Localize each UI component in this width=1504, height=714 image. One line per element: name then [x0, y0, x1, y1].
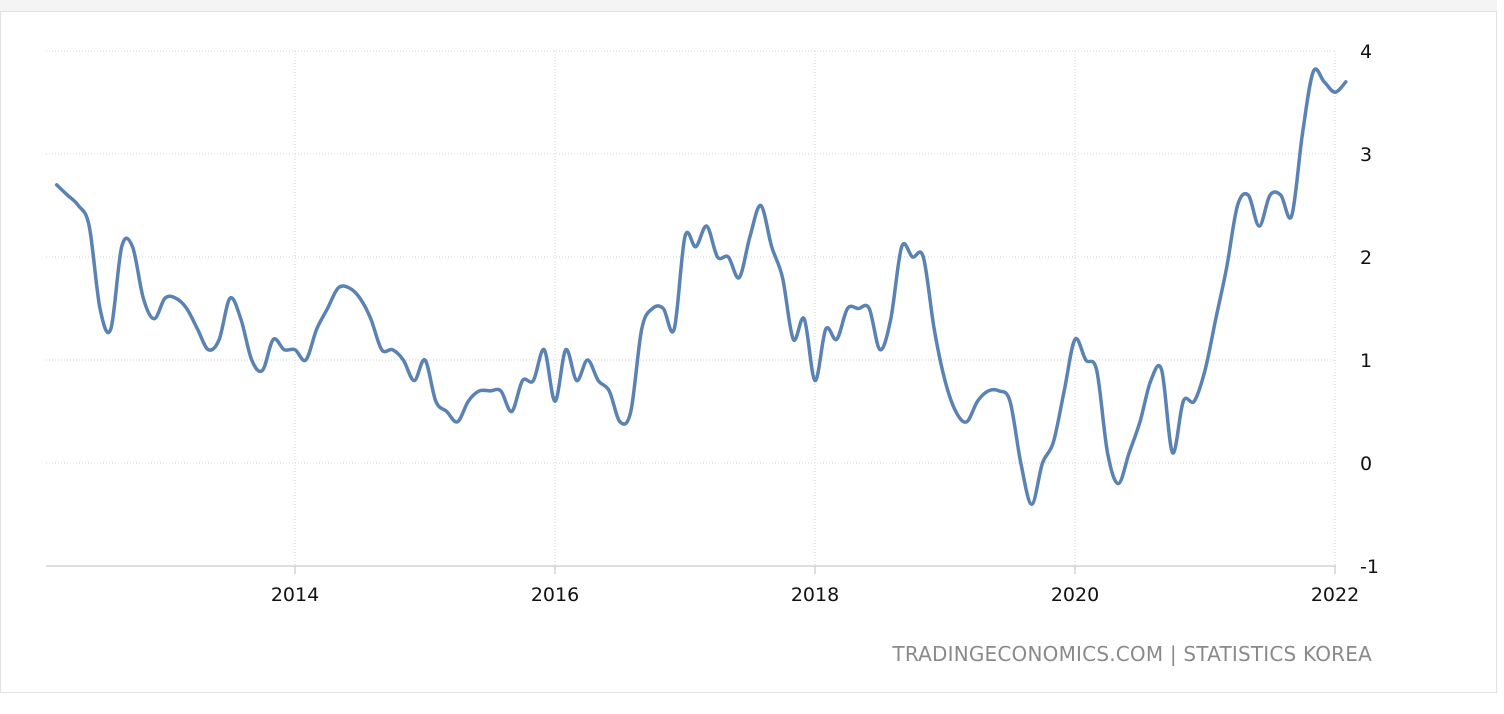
x-tick-labels: 2014 2016 2018 2020 2022: [271, 584, 1359, 606]
top-strip: [0, 0, 1497, 12]
axis-lines: [46, 565, 1336, 574]
y-tick-label: 4: [1360, 41, 1372, 63]
x-tick-label: 2022: [1311, 584, 1359, 606]
x-tick-label: 2016: [531, 584, 579, 606]
x-tick-label: 2018: [791, 584, 839, 606]
x-tick-label: 2014: [271, 584, 319, 606]
y-tick-label: 3: [1360, 144, 1372, 166]
series-line: [54, 67, 1348, 506]
x-tick-label: 2020: [1051, 584, 1099, 606]
y-tick-label: 0: [1360, 453, 1372, 475]
y-tick-labels: 4 3 2 1 0 -1: [1360, 41, 1379, 578]
y-tick-label: 2: [1360, 247, 1372, 269]
y-tick-label: 1: [1360, 350, 1372, 372]
source-attribution: TRADINGECONOMICS.COM | STATISTICS KOREA: [892, 642, 1372, 666]
grid-lines: [46, 50, 1336, 566]
y-tick-label: -1: [1360, 556, 1379, 578]
